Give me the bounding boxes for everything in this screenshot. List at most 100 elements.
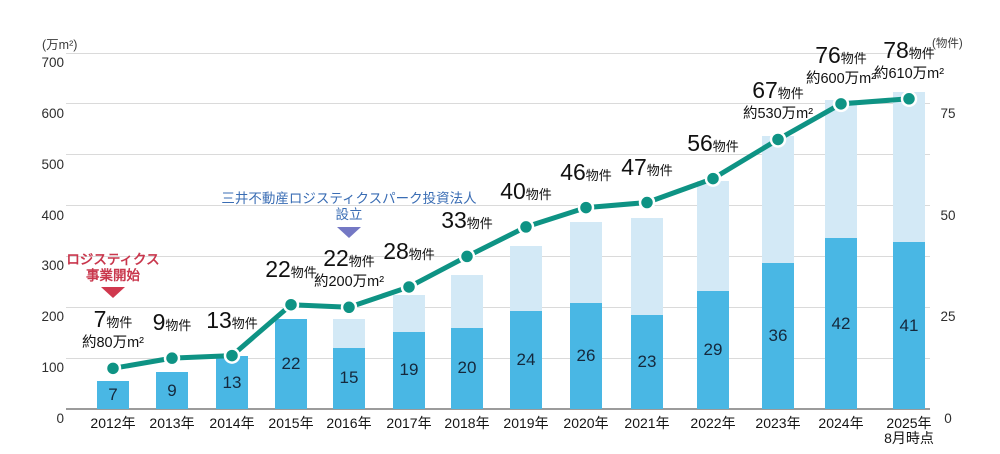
left-axis-tick: 100 (41, 360, 64, 376)
point-label: 22物件約200万m² (313, 245, 385, 291)
point-count-label: 22物件 (265, 255, 317, 282)
point-count-label: 46物件 (560, 158, 612, 185)
gridline (66, 255, 930, 257)
point-count-label: 40物件 (500, 177, 552, 204)
point-label: 46物件 (560, 158, 612, 187)
x-axis-label: 2012年 (90, 415, 136, 431)
left-axis-tick: 500 (41, 156, 64, 172)
gridline (66, 154, 930, 156)
left-axis-tick: 600 (41, 105, 64, 121)
line-point (577, 199, 595, 216)
bar-value-label: 24 (516, 350, 536, 370)
point-area-label: 約600万m² (805, 70, 877, 87)
point-count-suffix: 物件 (777, 86, 804, 102)
bar-value-label: 13 (222, 372, 242, 392)
point-area-label: 約200万m² (313, 274, 385, 291)
line-point (400, 278, 418, 296)
point-count-label: 56物件 (687, 129, 739, 156)
point-count-label: 9物件 (152, 309, 192, 336)
bar-segment-dark (97, 380, 129, 409)
bar-value-label: 23 (637, 352, 657, 372)
annotation-reit-establishment: 三井不動産ロジスティクスパーク投資法人 設立 (221, 191, 477, 222)
line-point (282, 296, 300, 313)
line-point (104, 360, 122, 377)
bar-segment-dark (156, 372, 188, 409)
point-count-suffix: 物件 (712, 138, 739, 154)
point-area-label: 約530万m² (742, 106, 814, 123)
left-axis-tick: 400 (41, 207, 64, 223)
bar-value-label: 42 (831, 313, 851, 333)
point-label: 56物件 (687, 129, 739, 158)
bar-value-label: 20 (457, 358, 477, 378)
point-count-label: 28物件 (383, 237, 435, 264)
annotation-logistics-business-start: ロジスティクス 事業開始 (66, 252, 160, 283)
line-point (638, 194, 656, 211)
right-axis-unit-label: (物件) (932, 38, 963, 50)
annotation-down-triangle-icon (337, 227, 361, 238)
point-label: 40物件 (500, 177, 552, 206)
point-label: 7物件約80万m² (81, 306, 145, 352)
gridline (66, 52, 930, 54)
bar-value-label: 15 (339, 368, 359, 388)
point-count-suffix: 物件 (840, 50, 867, 66)
x-axis-label: 2020年 (563, 415, 609, 431)
point-label: 78物件 約610万m² (874, 36, 944, 82)
point-count-suffix: 物件 (165, 318, 192, 334)
right-axis-tick: 50 (940, 207, 956, 223)
point-label: 13物件 (206, 306, 258, 335)
point-label: 76物件約600万m² (805, 41, 877, 87)
point-label: 22物件 (265, 255, 317, 284)
x-axis-label: 2013年 (149, 415, 195, 431)
x-axis-label: 2017年 (386, 415, 432, 431)
left-axis-tick: 700 (41, 55, 64, 70)
bar-value-label: 29 (703, 340, 723, 359)
x-axis-label: 2016年 (326, 415, 372, 431)
gridline (66, 205, 930, 207)
line-point (517, 218, 535, 236)
point-count-label: 47物件 (621, 153, 673, 180)
gridline (66, 357, 930, 359)
bar-value-label: 41 (899, 315, 919, 335)
x-axis-label: 2019年 (503, 415, 549, 431)
point-count-suffix: 物件 (525, 186, 552, 202)
point-count-label: 13物件 (206, 306, 258, 333)
annotation-down-triangle-icon (101, 287, 125, 298)
point-count-suffix: 物件 (231, 315, 258, 331)
point-label: 9物件 (153, 311, 192, 337)
point-label: 47物件 (621, 153, 673, 182)
bar-value-label: 26 (576, 346, 596, 366)
bar-value-label: 22 (281, 354, 301, 374)
point-count-label: 67物件 (752, 77, 804, 104)
x-axis-label: 2015年 (268, 415, 314, 431)
point-count-label: 76物件 (815, 41, 867, 68)
left-axis-tick: 0 (56, 411, 64, 426)
left-axis-unit-label: (万m²) (42, 38, 78, 52)
bar-value-label: 9 (167, 380, 177, 400)
right-axis-tick: 0 (944, 411, 952, 426)
point-count-suffix: 物件 (408, 246, 435, 262)
x-axis-label: 2023年 (755, 415, 801, 431)
gridline (66, 306, 930, 308)
point-count-suffix: 物件 (908, 45, 935, 61)
point-count-suffix: 物件 (290, 264, 317, 280)
point-area-label: 約80万m² (81, 335, 145, 352)
right-axis-tick: 75 (940, 105, 956, 121)
x-axis-label: 2014年 (209, 415, 255, 431)
point-count-label: 22物件 (323, 245, 375, 272)
point-count-label: 7物件 (93, 306, 133, 333)
x-axis-label: 2018年 (444, 415, 490, 431)
x-axis-label: 2024年 (818, 415, 864, 431)
point-label: 67物件約530万m² (742, 77, 814, 123)
x-axis-line (66, 408, 930, 410)
x-axis-label: 2021年 (624, 415, 670, 431)
right-axis-tick: 25 (940, 309, 956, 325)
bar-value-label: 19 (399, 360, 419, 380)
left-axis-tick: 300 (41, 258, 64, 274)
point-count-suffix: 物件 (348, 254, 375, 270)
bar-value-label: 7 (108, 384, 118, 404)
left-axis-tick: 200 (41, 309, 64, 325)
point-count-label: 78物件 (883, 36, 935, 63)
x-axis-label: 2025年 8月時点 (884, 415, 934, 446)
